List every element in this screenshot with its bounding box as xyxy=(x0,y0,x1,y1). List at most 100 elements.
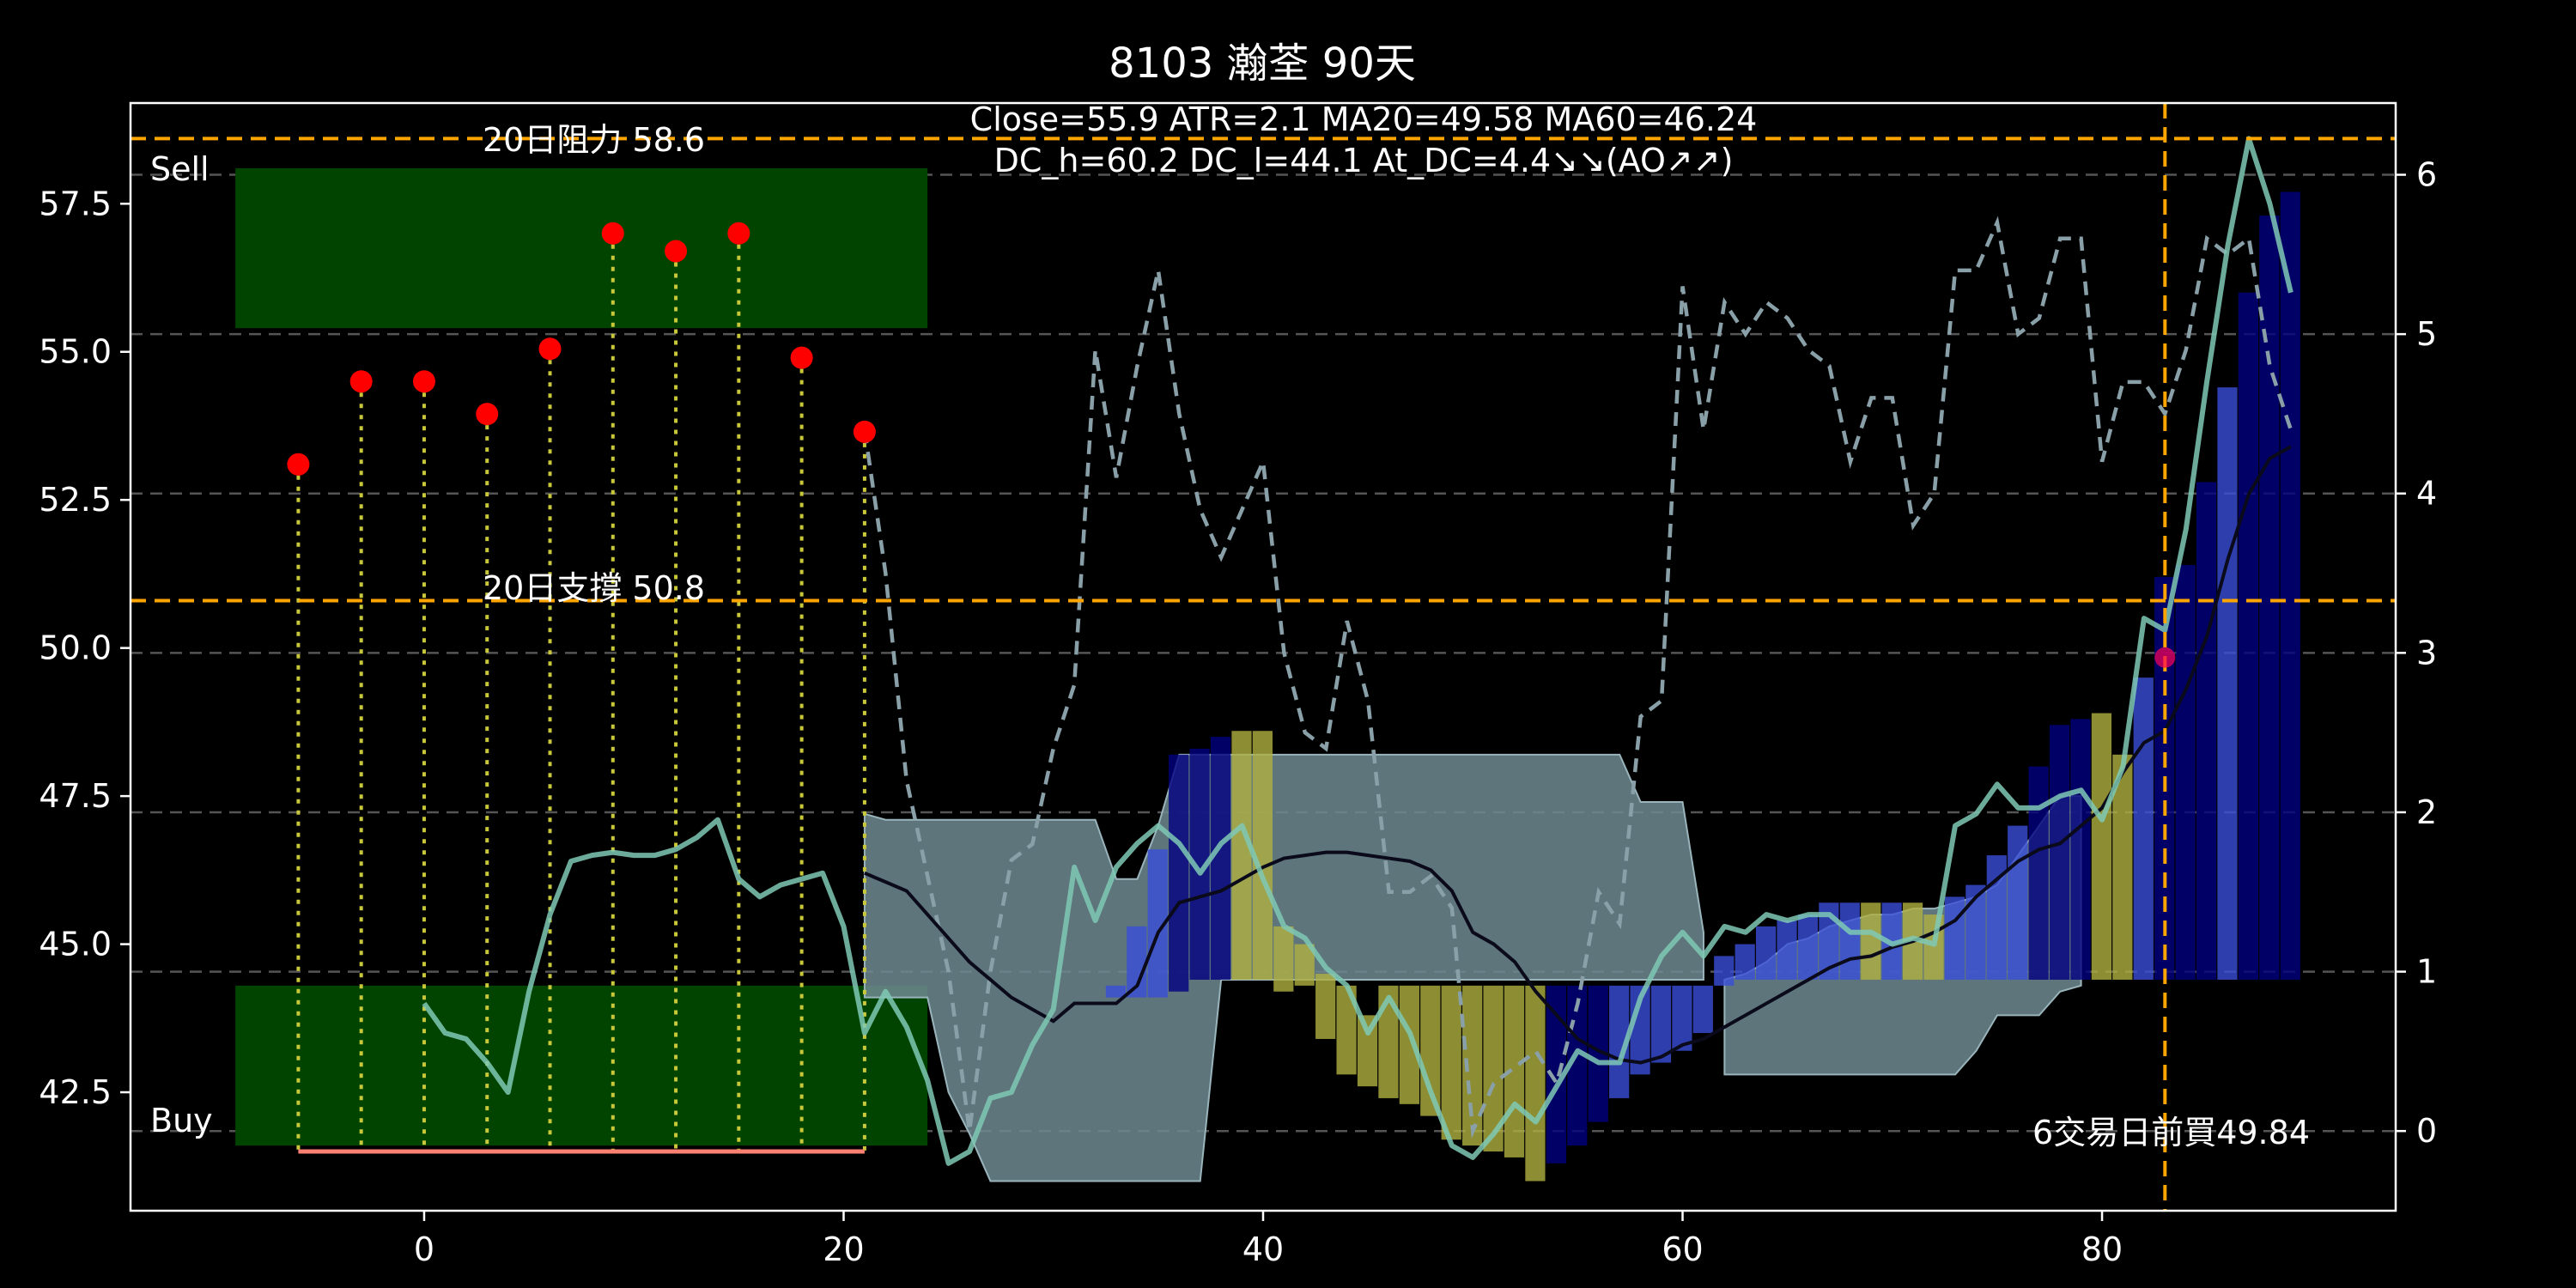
bar-column xyxy=(2280,191,2300,980)
sell-label: Sell xyxy=(150,150,210,188)
y-tick-label: 45.0 xyxy=(39,926,112,963)
bar-column xyxy=(2049,725,2070,980)
y-tick-label: 55.0 xyxy=(39,333,112,371)
bar-column xyxy=(1294,944,1315,986)
annotation-layer: Close=55.9 ATR=2.1 MA20=49.58 MA60=46.24… xyxy=(150,100,2310,1151)
subtitle-line-2: DC_h=60.2 DC_l=44.1 At_DC=4.4↘↘(AO↗↗) xyxy=(994,142,1734,179)
bar-column xyxy=(1965,884,1986,980)
bar-column xyxy=(1650,985,1672,1063)
x-tick-label: 80 xyxy=(2081,1230,2123,1268)
bar-column xyxy=(1923,914,1944,980)
bar-column xyxy=(1756,926,1777,980)
signal-point xyxy=(853,420,876,443)
signal-point xyxy=(349,370,373,393)
close-series-line xyxy=(422,136,2293,1166)
bar-column xyxy=(1672,985,1692,1051)
bar-column xyxy=(2008,825,2028,980)
bar-column xyxy=(1819,902,1839,980)
bar-column xyxy=(1588,985,1608,1122)
bar-column xyxy=(2133,677,2154,980)
y-tick-label: 57.5 xyxy=(39,185,112,222)
support-label: 20日支撐 50.8 xyxy=(483,569,705,607)
resistance-label: 20日阻力 58.6 xyxy=(483,121,705,159)
bar-column xyxy=(2070,719,2091,980)
bar-column xyxy=(1252,731,1273,980)
bar-column xyxy=(2028,766,2049,980)
bar-column xyxy=(1399,985,1419,1104)
line-layer xyxy=(298,136,2293,1166)
bar-column xyxy=(1777,920,1797,980)
bar-column xyxy=(1127,926,1147,998)
signal-point xyxy=(538,337,562,361)
buy-label: Buy xyxy=(150,1102,213,1139)
subtitle-line-1: Close=55.9 ATR=2.1 MA20=49.58 MA60=46.24 xyxy=(970,100,1758,138)
bar-column xyxy=(1147,849,1168,998)
bar-column xyxy=(1986,855,2007,980)
x-tick-label: 60 xyxy=(1662,1230,1703,1268)
bar-column xyxy=(1525,985,1546,1182)
sell-zone xyxy=(235,167,928,329)
bar-layer xyxy=(1105,191,2300,1182)
bar-column xyxy=(1169,754,1189,992)
bar-column xyxy=(1357,1015,1378,1087)
bar-column xyxy=(1441,985,1461,1140)
bar-column xyxy=(1839,902,1860,980)
atr-series-line xyxy=(862,216,2293,1139)
bar-column xyxy=(1692,985,1713,1034)
y2-tick-label: 5 xyxy=(2416,315,2437,353)
bar-column xyxy=(2196,482,2217,980)
signal-point xyxy=(476,403,499,426)
signal-point xyxy=(412,370,435,393)
bar-column xyxy=(1210,737,1231,980)
y-tick-label: 47.5 xyxy=(39,777,112,815)
bar-column xyxy=(1273,926,1294,992)
bar-column xyxy=(1105,985,1127,998)
y2-tick-label: 4 xyxy=(2416,475,2437,513)
buy-note-label: 6交易日前買49.84 xyxy=(2032,1114,2310,1151)
stem-layer xyxy=(296,233,866,1152)
bar-column xyxy=(1231,731,1252,980)
buy-point xyxy=(2154,647,2176,668)
y2-tick-label: 2 xyxy=(2416,793,2437,831)
bar-column xyxy=(2112,754,2133,980)
bar-column xyxy=(1944,896,1965,980)
axes-layer: 0 20 40 60 80 42.5 45.0 47.5 50.0 52.5 55.0 57.5 0 1 2… xyxy=(39,101,2437,1268)
signal-point xyxy=(287,453,310,476)
y2-tick-label: 1 xyxy=(2416,953,2437,991)
signal-point xyxy=(601,222,624,245)
signal-point xyxy=(727,222,750,245)
bar-column xyxy=(1336,985,1357,1075)
point-layer xyxy=(287,222,2176,668)
bar-column xyxy=(2217,387,2238,980)
bar-column xyxy=(1609,985,1630,1098)
y-tick-label: 50.0 xyxy=(39,629,112,667)
bar-column xyxy=(1714,956,1735,986)
y2-tick-label: 3 xyxy=(2416,634,2437,671)
bar-column xyxy=(1189,748,1210,980)
bar-column xyxy=(1315,974,1336,1039)
y-tick-label: 52.5 xyxy=(39,481,112,519)
buy-zone xyxy=(235,985,928,1146)
ma20-series-line xyxy=(864,445,2292,1065)
y2-tick-label: 0 xyxy=(2416,1112,2437,1150)
chart-title: 8103 瀚荃 90天 xyxy=(1109,39,1416,88)
x-tick-label: 0 xyxy=(414,1230,434,1268)
zone-layer xyxy=(235,167,928,1146)
bar-column xyxy=(1797,914,1819,980)
x-tick-label: 40 xyxy=(1242,1230,1284,1268)
bar-column xyxy=(1462,985,1483,1146)
bar-column xyxy=(1483,985,1504,1152)
bar-column xyxy=(1546,985,1566,1163)
y-tick-label: 42.5 xyxy=(39,1073,112,1111)
y2-tick-label: 6 xyxy=(2416,156,2437,194)
bar-column xyxy=(1378,985,1399,1098)
bar-column xyxy=(2238,292,2259,980)
x-tick-label: 20 xyxy=(823,1230,864,1268)
signal-point xyxy=(665,240,688,263)
bar-column xyxy=(2175,565,2196,980)
bar-column xyxy=(2091,713,2112,980)
bar-column xyxy=(2259,216,2280,980)
bar-column xyxy=(1861,902,1881,980)
bar-column xyxy=(1735,944,1755,980)
